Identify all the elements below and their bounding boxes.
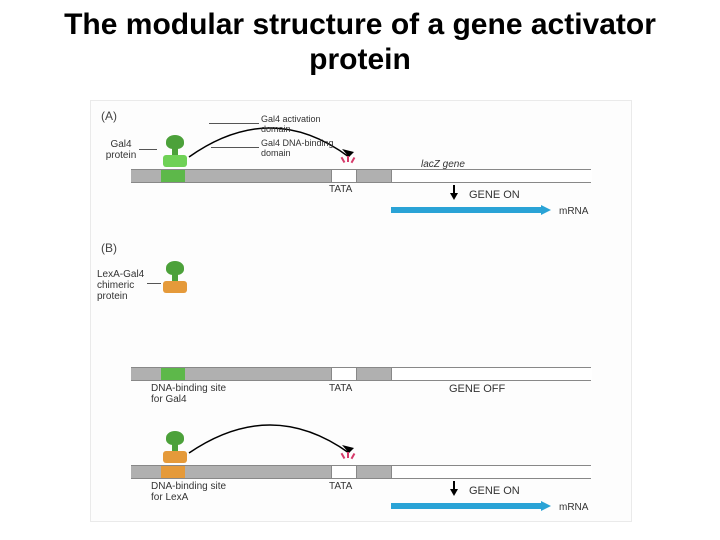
dbd-label: Gal4 DNA-binding domain — [261, 139, 361, 159]
callout-line — [147, 283, 161, 284]
tata-label-b2: TATA — [329, 481, 352, 492]
gal4-site-label: DNA-binding site for Gal4 — [151, 383, 231, 405]
mrna-arrow-a — [391, 205, 551, 215]
lacz-gene-region — [391, 170, 592, 182]
dna-track-b1 — [131, 367, 591, 381]
gene-region-b1 — [391, 368, 592, 380]
gene-region-b2 — [391, 466, 592, 478]
dna-track-b2 — [131, 465, 591, 479]
mrna-arrow-b — [391, 501, 551, 511]
transcription-spark — [341, 157, 355, 171]
tata-box — [331, 170, 357, 182]
gal4-protein-label: Gal4 protein — [97, 139, 145, 161]
callout-line — [209, 123, 259, 124]
dna-track-a — [131, 169, 591, 183]
gene-on-label-a: GENE ON — [469, 189, 520, 201]
gal4-binding-site-b — [161, 368, 185, 380]
page-title: The modular structure of a gene activato… — [0, 0, 720, 77]
down-arrow-icon-b — [450, 489, 458, 496]
chimeric-protein-label: LexA-Gal4 chimeric protein — [97, 269, 151, 302]
panel-b-label: (B) — [101, 241, 117, 255]
activation-domain-label: Gal4 activation domain — [261, 115, 351, 135]
gene-on-label-b: GENE ON — [469, 485, 520, 497]
panel-a-label: (A) — [101, 109, 117, 123]
lexa-site-label: DNA-binding site for LexA — [151, 481, 231, 503]
tata-box-b2 — [331, 466, 357, 478]
diagram-figure: (A) Gal4 protein Gal4 activation domain … — [90, 100, 632, 522]
lacz-gene-label: lacZ gene — [421, 159, 465, 170]
down-arrow-shaft-b — [453, 481, 455, 489]
tata-label-b1: TATA — [329, 383, 352, 394]
mrna-label-b: mRNA — [559, 502, 588, 513]
down-arrow-shaft — [453, 185, 455, 193]
mrna-label-a: mRNA — [559, 206, 588, 217]
tata-box-b1 — [331, 368, 357, 380]
tata-label-a: TATA — [329, 184, 352, 195]
transcription-spark-b — [341, 453, 355, 467]
down-arrow-icon — [450, 193, 458, 200]
lexa-binding-site — [161, 466, 185, 478]
callout-line — [211, 147, 259, 148]
callout-line — [139, 149, 157, 150]
gal4-binding-site — [161, 170, 185, 182]
gene-off-label: GENE OFF — [449, 383, 505, 395]
